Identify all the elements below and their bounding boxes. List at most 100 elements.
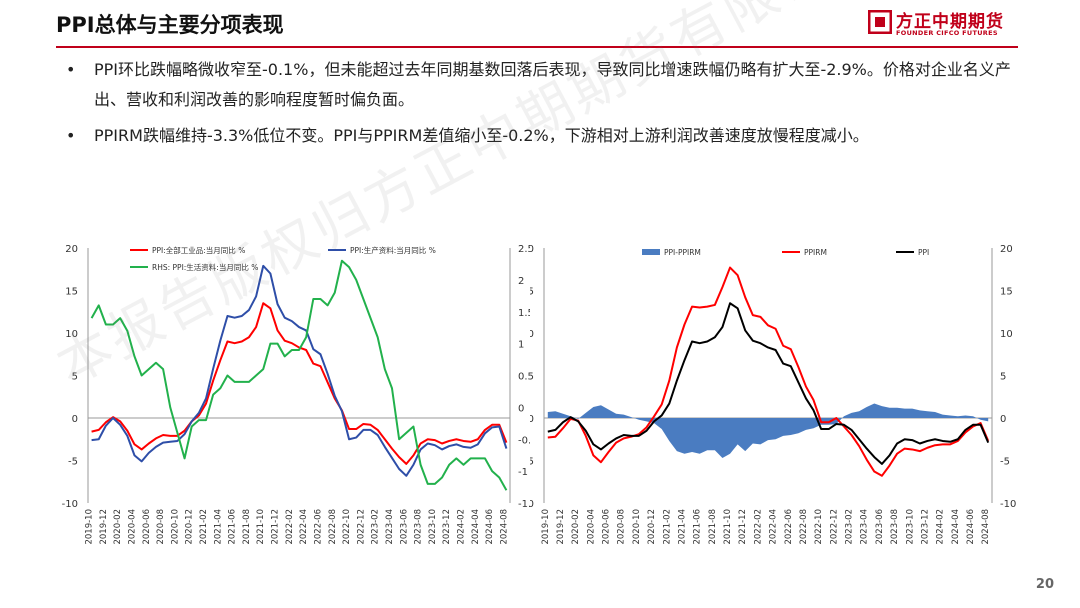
y-tick-label-right: 0: [518, 403, 524, 414]
x-tick-label: 2021-06: [228, 509, 238, 545]
x-tick-label: 2022-04: [299, 509, 309, 545]
x-tick-label: 2024-08: [499, 509, 509, 545]
legend-label: PPI: [918, 248, 929, 257]
x-tick-label: 2022-12: [829, 509, 839, 545]
x-tick-label: 2020-02: [113, 509, 123, 545]
legend-label: PPI:全部工业品:当月同比 %: [152, 245, 245, 255]
series-line-PPI: [547, 302, 990, 465]
x-tick-label: 2022-04: [769, 509, 779, 545]
x-tick-label: 2023-04: [860, 509, 870, 545]
y-tick-label-right: 5: [1000, 372, 1006, 383]
x-tick-label: 2024-06: [966, 509, 976, 545]
y-tick-label-left: -5: [68, 457, 78, 468]
x-tick-label: 2020-12: [647, 509, 657, 545]
y-tick-label-left: 5: [530, 372, 534, 383]
bullet-text-1: PPI环比跌幅略微收窄至-0.1%，但未能超过去年同期基数回落后表现，导致同比增…: [94, 60, 1011, 109]
y-tick-label-right: -5: [1000, 457, 1010, 468]
x-tick-label: 2022-02: [285, 509, 295, 545]
x-tick-label: 2023-10: [905, 509, 915, 545]
y-tick-label-right: -10: [1000, 499, 1016, 510]
x-tick-label: 2024-04: [951, 509, 961, 545]
y-tick-label-right: 1.5: [518, 308, 530, 319]
y-tick-label-left: 5: [72, 372, 78, 383]
x-tick-label: 2024-02: [457, 509, 467, 545]
bullet-item: • PPI环比跌幅略微收窄至-0.1%，但未能超过去年同期基数回落后表现，导致同…: [66, 55, 1016, 115]
x-tick-label: 2020-10: [170, 509, 180, 545]
x-tick-label: 2022-10: [814, 509, 824, 545]
y-tick-label-right: 10: [1000, 329, 1013, 340]
series-line-PPIRM: [547, 266, 990, 477]
x-tick-label: 2024-08: [981, 509, 991, 545]
x-tick-label: 2024-04: [471, 509, 481, 545]
x-tick-label: 2022-12: [356, 509, 366, 545]
y-tick-label-right: -1: [518, 467, 528, 478]
x-tick-label: 2020-04: [127, 509, 137, 545]
bullet-text-2: PPIRM跌幅维持-3.3%低位不变。PPI与PPIRM差值缩小至-0.2%，下…: [94, 126, 869, 145]
x-tick-label: 2022-06: [313, 509, 323, 545]
y-tick-label-right: 15: [1000, 287, 1013, 298]
x-tick-label: 2020-06: [602, 509, 612, 545]
y-tick-label-left: 15: [530, 287, 534, 298]
legend-label: PPI-PPIRM: [664, 248, 701, 257]
x-tick-label: 2023-08: [890, 509, 900, 545]
y-tick-label-left: -5: [530, 457, 534, 468]
x-tick-label: 2021-04: [213, 509, 223, 545]
bullet-item: • PPIRM跌幅维持-3.3%低位不变。PPI与PPIRM差值缩小至-0.2%…: [66, 121, 1016, 151]
x-tick-label: 2021-12: [271, 509, 281, 545]
x-tick-label: 2019-12: [99, 509, 109, 545]
bullet-dot-icon: •: [66, 126, 76, 145]
y-tick-label-right: -1.5: [518, 499, 530, 510]
x-tick-label: 2022-08: [799, 509, 809, 545]
x-tick-label: 2023-06: [399, 509, 409, 545]
logo-mark-icon: [868, 10, 892, 34]
x-tick-label: 2024-02: [936, 509, 946, 545]
x-tick-label: 2022-06: [784, 509, 794, 545]
y-tick-label-left: -10: [530, 499, 534, 510]
y-tick-label-left: 0: [530, 414, 534, 425]
series-line-PPI:全部工业品:当月同比 %: [91, 302, 508, 465]
x-tick-label: 2019-10: [85, 509, 95, 545]
y-tick-label-left: 10: [65, 329, 78, 340]
x-tick-label: 2021-02: [199, 509, 209, 545]
y-tick-label-left: 0: [72, 414, 78, 425]
x-tick-label: 2021-08: [708, 509, 718, 545]
x-tick-label: 2021-10: [256, 509, 266, 545]
x-tick-label: 2021-10: [723, 509, 733, 545]
y-tick-label-left: -10: [62, 499, 78, 510]
series-area-PPI-PPIRM: [547, 403, 989, 458]
bullet-dot-icon: •: [66, 60, 76, 79]
x-tick-label: 2023-02: [371, 509, 381, 545]
y-tick-label-right: 2: [518, 276, 524, 287]
y-tick-label-right: 2.5: [518, 244, 530, 255]
y-tick-label-left: 20: [65, 244, 78, 255]
x-tick-label: 2023-12: [920, 509, 930, 545]
x-tick-label: 2022-02: [753, 509, 763, 545]
y-tick-label-right: 0.5: [518, 372, 530, 383]
x-tick-label: 2023-04: [385, 509, 395, 545]
y-tick-label-left: 15: [65, 287, 78, 298]
y-tick-label-right: 0: [1000, 414, 1006, 425]
x-tick-label: 2020-02: [571, 509, 581, 545]
x-tick-label: 2020-06: [142, 509, 152, 545]
title-divider: [56, 46, 1018, 48]
y-tick-label-right: -0.5: [518, 435, 530, 446]
x-tick-label: 2019-12: [556, 509, 566, 545]
logo-name: 方正中期期货: [896, 12, 1004, 32]
y-tick-label-left: 20: [530, 244, 534, 255]
x-tick-label: 2020-08: [156, 509, 166, 545]
x-tick-label: 2019-10: [541, 509, 551, 545]
legend-label: PPI:生产资料:当月同比 %: [350, 245, 436, 255]
x-tick-label: 2020-08: [617, 509, 627, 545]
legend-label: RHS: PPI:生活资料:当月同比 %: [152, 262, 258, 272]
page-title: PPI总体与主要分项表现: [56, 13, 284, 37]
y-tick-label-right: 20: [1000, 244, 1013, 255]
company-logo: 方正中期期货 FOUNDER CIFCO FUTURES: [868, 6, 1018, 42]
y-tick-label-left: 10: [530, 329, 534, 340]
page-number: 20: [1035, 577, 1054, 592]
x-tick-label: 2021-08: [242, 509, 252, 545]
ppi-ppirm-chart: -10 -5 0 5 10 15 20 -10 -5 0 5 10 15 20 2019-10 2019-12…: [530, 244, 1016, 545]
x-tick-label: 2023-06: [875, 509, 885, 545]
series-line-PPI:生产资料:当月同比 %: [91, 264, 508, 477]
x-tick-label: 2022-08: [328, 509, 338, 545]
logo-subtitle: FOUNDER CIFCO FUTURES: [896, 29, 998, 37]
